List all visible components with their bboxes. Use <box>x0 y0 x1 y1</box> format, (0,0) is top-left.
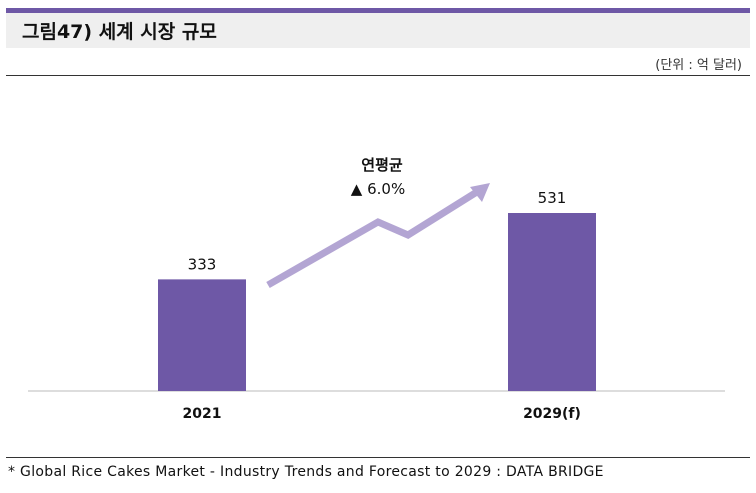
cagr-label: 연평균 <box>361 156 403 174</box>
top-accent-bar <box>6 8 750 13</box>
figure-title: 그림47) 세계 시장 규모 <box>22 21 217 43</box>
arrow-head-icon <box>470 183 490 202</box>
unit-label: (단위 : 억 달러) <box>655 58 742 73</box>
bar-2021 <box>158 279 246 391</box>
source-note: * Global Rice Cakes Market - Industry Tr… <box>8 464 604 480</box>
title-bar <box>6 13 750 48</box>
cagr-value: ▲ 6.0% <box>351 180 405 198</box>
data-label: 333 <box>188 255 217 273</box>
data-label: 531 <box>538 189 567 207</box>
bar-2029(f) <box>508 213 596 391</box>
divider <box>6 75 750 76</box>
footer-divider <box>6 457 750 458</box>
x-tick-label: 2029(f) <box>523 406 581 422</box>
x-tick-label: 2021 <box>183 406 222 422</box>
growth-arrow <box>266 187 482 289</box>
